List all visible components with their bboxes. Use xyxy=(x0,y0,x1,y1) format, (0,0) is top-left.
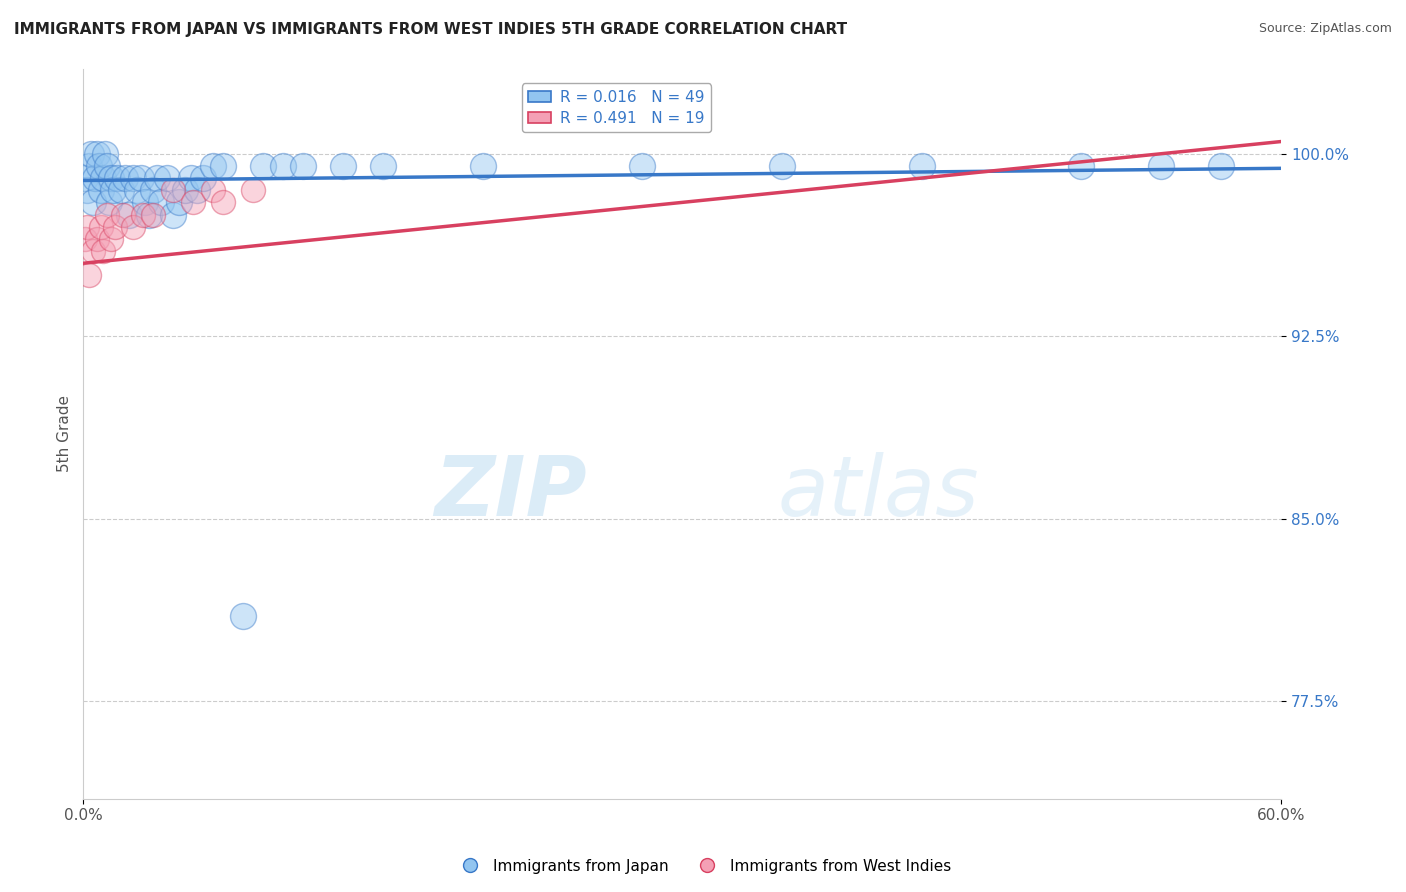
Point xyxy=(96,159,118,173)
Point xyxy=(122,171,145,186)
Point xyxy=(104,219,127,234)
Point xyxy=(142,183,165,197)
Point xyxy=(76,183,98,197)
Text: atlas: atlas xyxy=(778,451,980,533)
Point xyxy=(91,171,114,186)
Point xyxy=(127,183,149,197)
Point xyxy=(471,159,494,173)
Text: IMMIGRANTS FROM JAPAN VS IMMIGRANTS FROM WEST INDIES 5TH GRADE CORRELATION CHART: IMMIGRANTS FROM JAPAN VS IMMIGRANTS FROM… xyxy=(14,22,848,37)
Point xyxy=(105,171,128,186)
Point xyxy=(75,232,97,246)
Point xyxy=(186,183,208,197)
Point xyxy=(191,171,214,186)
Text: ZIP: ZIP xyxy=(433,451,586,533)
Point xyxy=(96,208,118,222)
Point xyxy=(103,183,125,197)
Point xyxy=(162,208,184,222)
Legend: R = 0.016   N = 49, R = 0.491   N = 19: R = 0.016 N = 49, R = 0.491 N = 19 xyxy=(522,84,711,132)
Point xyxy=(82,195,104,210)
Point xyxy=(129,171,152,186)
Legend: Immigrants from Japan, Immigrants from West Indies: Immigrants from Japan, Immigrants from W… xyxy=(449,853,957,880)
Point xyxy=(142,208,165,222)
Point xyxy=(118,208,141,222)
Point xyxy=(1211,159,1233,173)
Point xyxy=(90,219,112,234)
Point xyxy=(332,159,354,173)
Point xyxy=(89,159,111,173)
Point xyxy=(291,159,314,173)
Point xyxy=(122,219,145,234)
Point xyxy=(212,159,235,173)
Point xyxy=(202,183,225,197)
Point xyxy=(76,219,98,234)
Point xyxy=(132,208,155,222)
Point xyxy=(90,183,112,197)
Point xyxy=(112,208,135,222)
Point xyxy=(80,146,103,161)
Point xyxy=(631,159,654,173)
Point xyxy=(150,195,173,210)
Point xyxy=(252,159,274,173)
Point xyxy=(180,171,202,186)
Point xyxy=(156,171,179,186)
Point xyxy=(167,195,190,210)
Point xyxy=(82,244,104,258)
Point xyxy=(181,195,204,210)
Point xyxy=(100,171,122,186)
Point xyxy=(271,159,294,173)
Point xyxy=(1150,159,1173,173)
Point xyxy=(770,159,793,173)
Point xyxy=(98,195,121,210)
Point xyxy=(91,244,114,258)
Point xyxy=(114,171,136,186)
Point xyxy=(212,195,235,210)
Point xyxy=(75,171,97,186)
Point xyxy=(77,268,100,283)
Point xyxy=(94,146,117,161)
Point xyxy=(174,183,197,197)
Point xyxy=(86,146,108,161)
Point xyxy=(146,171,169,186)
Text: Source: ZipAtlas.com: Source: ZipAtlas.com xyxy=(1258,22,1392,36)
Point xyxy=(134,195,156,210)
Y-axis label: 5th Grade: 5th Grade xyxy=(58,395,72,472)
Point xyxy=(84,171,107,186)
Point xyxy=(138,208,160,222)
Point xyxy=(232,609,254,624)
Point xyxy=(911,159,934,173)
Point xyxy=(242,183,264,197)
Point xyxy=(371,159,394,173)
Point xyxy=(1070,159,1092,173)
Point xyxy=(77,159,100,173)
Point xyxy=(110,183,132,197)
Point xyxy=(100,232,122,246)
Point xyxy=(162,183,184,197)
Point xyxy=(202,159,225,173)
Point xyxy=(86,232,108,246)
